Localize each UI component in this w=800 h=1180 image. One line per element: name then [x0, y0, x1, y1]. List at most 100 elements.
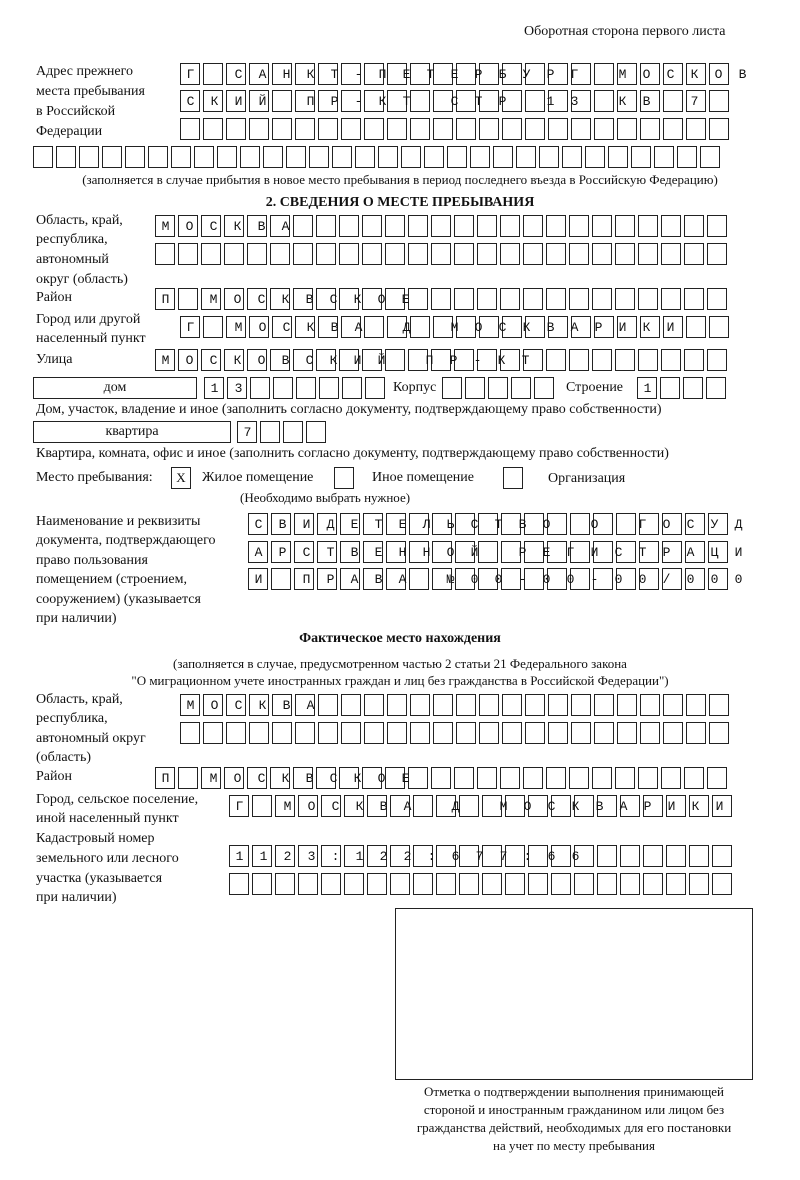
actual-district-row[interactable]: П МОСКВСКОЕ [155, 767, 727, 789]
char-box[interactable] [362, 349, 382, 371]
char-box[interactable] [548, 90, 568, 112]
char-box[interactable] [661, 349, 681, 371]
char-box[interactable] [707, 243, 727, 265]
char-box[interactable] [436, 795, 456, 817]
char-box[interactable] [409, 541, 429, 563]
char-box[interactable] [272, 118, 292, 140]
char-box[interactable] [478, 541, 498, 563]
char-box[interactable] [180, 722, 200, 744]
char-box[interactable] [413, 873, 433, 895]
actual-region-row-1[interactable]: МОСКВА [180, 694, 729, 716]
char-box[interactable] [592, 243, 612, 265]
char-box[interactable] [227, 377, 247, 399]
char-box[interactable] [640, 722, 660, 744]
house-number-row[interactable]: 13 [204, 377, 385, 399]
char-box[interactable] [339, 767, 359, 789]
char-box[interactable] [454, 243, 474, 265]
char-box[interactable] [248, 513, 268, 535]
char-box[interactable] [298, 795, 318, 817]
char-box[interactable] [432, 541, 452, 563]
char-box[interactable] [387, 694, 407, 716]
char-box[interactable] [180, 63, 200, 85]
char-box[interactable] [362, 243, 382, 265]
char-box[interactable] [712, 873, 732, 895]
char-box[interactable] [482, 873, 502, 895]
char-box[interactable] [501, 513, 521, 535]
char-box[interactable] [571, 63, 591, 85]
char-box[interactable] [431, 349, 451, 371]
char-box[interactable] [252, 795, 272, 817]
char-box[interactable] [367, 873, 387, 895]
char-box[interactable] [661, 767, 681, 789]
char-box[interactable] [171, 146, 191, 168]
char-box[interactable] [708, 541, 728, 563]
char-box[interactable] [661, 288, 681, 310]
char-box[interactable] [178, 349, 198, 371]
char-box[interactable] [689, 845, 709, 867]
char-box[interactable] [385, 215, 405, 237]
char-box[interactable] [547, 541, 567, 563]
char-box[interactable] [317, 568, 337, 590]
char-box[interactable] [178, 243, 198, 265]
char-box[interactable] [248, 541, 268, 563]
char-box[interactable] [523, 349, 543, 371]
char-box[interactable] [286, 146, 306, 168]
char-box[interactable] [709, 63, 729, 85]
char-box[interactable] [700, 146, 720, 168]
char-box[interactable] [226, 722, 246, 744]
cadastral-row-2[interactable] [229, 873, 732, 895]
char-box[interactable] [155, 215, 175, 237]
char-box[interactable] [316, 288, 336, 310]
char-box[interactable] [226, 316, 246, 338]
char-box[interactable] [295, 90, 315, 112]
char-box[interactable] [275, 845, 295, 867]
char-box[interactable] [640, 118, 660, 140]
char-box[interactable] [293, 288, 313, 310]
char-box[interactable] [574, 873, 594, 895]
char-box[interactable] [685, 568, 705, 590]
char-box[interactable] [229, 795, 249, 817]
char-box[interactable] [569, 767, 589, 789]
char-box[interactable] [528, 873, 548, 895]
char-box[interactable] [296, 377, 316, 399]
char-box[interactable] [501, 541, 521, 563]
char-box[interactable] [341, 722, 361, 744]
char-box[interactable] [708, 513, 728, 535]
char-box[interactable] [340, 513, 360, 535]
char-box[interactable] [410, 63, 430, 85]
char-box[interactable] [617, 63, 637, 85]
char-box[interactable] [316, 215, 336, 237]
char-box[interactable] [203, 694, 223, 716]
char-box[interactable] [386, 541, 406, 563]
char-box[interactable] [247, 288, 267, 310]
char-box[interactable] [431, 288, 451, 310]
char-box[interactable] [455, 513, 475, 535]
char-box[interactable] [203, 63, 223, 85]
char-box[interactable] [547, 568, 567, 590]
char-box[interactable] [707, 349, 727, 371]
char-box[interactable] [390, 845, 410, 867]
char-box[interactable] [203, 722, 223, 744]
char-box[interactable] [570, 568, 590, 590]
char-box[interactable] [155, 243, 175, 265]
char-box[interactable] [431, 215, 451, 237]
char-box[interactable] [408, 215, 428, 237]
char-box[interactable] [217, 146, 237, 168]
char-box[interactable] [502, 118, 522, 140]
char-box[interactable] [226, 118, 246, 140]
char-box[interactable] [663, 118, 683, 140]
prev-address-row-4[interactable] [33, 146, 720, 168]
char-box[interactable] [459, 795, 479, 817]
char-box[interactable] [707, 215, 727, 237]
char-box[interactable] [615, 215, 635, 237]
char-box[interactable] [431, 243, 451, 265]
char-box[interactable] [318, 316, 338, 338]
char-box[interactable] [178, 288, 198, 310]
char-box[interactable] [706, 377, 726, 399]
char-box[interactable] [615, 288, 635, 310]
char-box[interactable] [410, 316, 430, 338]
char-box[interactable] [617, 118, 637, 140]
char-box[interactable] [528, 845, 548, 867]
char-box[interactable] [270, 767, 290, 789]
char-box[interactable] [638, 349, 658, 371]
